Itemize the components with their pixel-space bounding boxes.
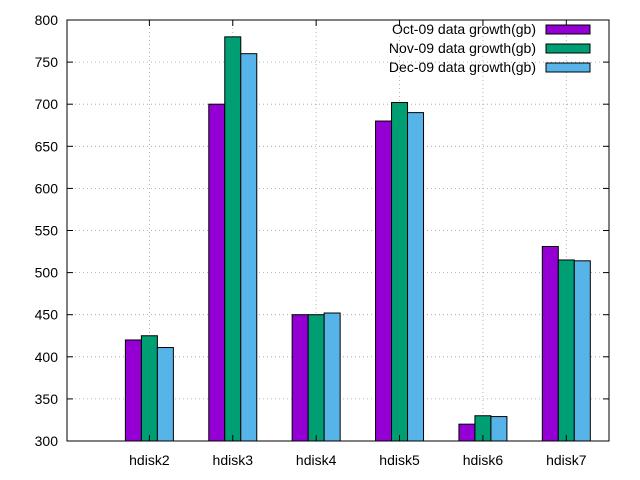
x-tick-label: hdisk4: [296, 452, 337, 468]
bar: [490, 416, 508, 442]
bar: [307, 314, 325, 442]
legend-swatch: [545, 24, 591, 35]
x-axis: hdisk2 hdisk3 hdisk4 hdisk5 hdisk6 hdisk7: [129, 20, 587, 468]
bar: [240, 53, 258, 442]
x-tick-label: hdisk7: [546, 452, 587, 468]
bar: [291, 314, 309, 442]
y-tick-label: 350: [35, 391, 59, 407]
bar: [224, 36, 242, 442]
bar: [407, 112, 425, 442]
bar: [156, 347, 174, 442]
bar: [541, 245, 559, 442]
legend: Oct-09 data growth(gb) Nov-09 data growth…: [389, 21, 591, 75]
legend-swatch: [545, 62, 591, 73]
y-tick-label: 700: [35, 96, 59, 112]
y-tick-label: 300: [35, 433, 59, 449]
y-tick-label: 650: [35, 138, 59, 154]
x-tick-label: hdisk5: [379, 452, 420, 468]
bar: [573, 260, 591, 442]
y-tick-label: 500: [35, 265, 59, 281]
y-tick-label: 750: [35, 54, 59, 70]
y-tick-label: 450: [35, 307, 59, 323]
legend-swatch: [545, 43, 591, 54]
bar: [124, 339, 142, 442]
y-tick-label: 400: [35, 349, 59, 365]
y-tick-label: 550: [35, 223, 59, 239]
bars: [124, 36, 591, 442]
legend-label: Dec-09 data growth(gb): [389, 59, 536, 75]
y-axis: 300 350 400 450 500 550 600 650 700 750 800: [35, 12, 609, 449]
y-tick-label: 800: [35, 12, 59, 28]
bar: [140, 335, 158, 442]
bar: [458, 423, 476, 442]
bar: [557, 259, 575, 442]
legend-label: Oct-09 data growth(gb): [392, 21, 536, 37]
y-tick-label: 600: [35, 180, 59, 196]
bar: [208, 103, 226, 442]
bar: [375, 120, 393, 442]
x-tick-label: hdisk2: [129, 452, 170, 468]
legend-label: Nov-09 data growth(gb): [389, 40, 536, 56]
x-tick-label: hdisk6: [463, 452, 504, 468]
x-tick-label: hdisk3: [213, 452, 254, 468]
bar: [323, 312, 341, 442]
bar: [391, 102, 409, 442]
